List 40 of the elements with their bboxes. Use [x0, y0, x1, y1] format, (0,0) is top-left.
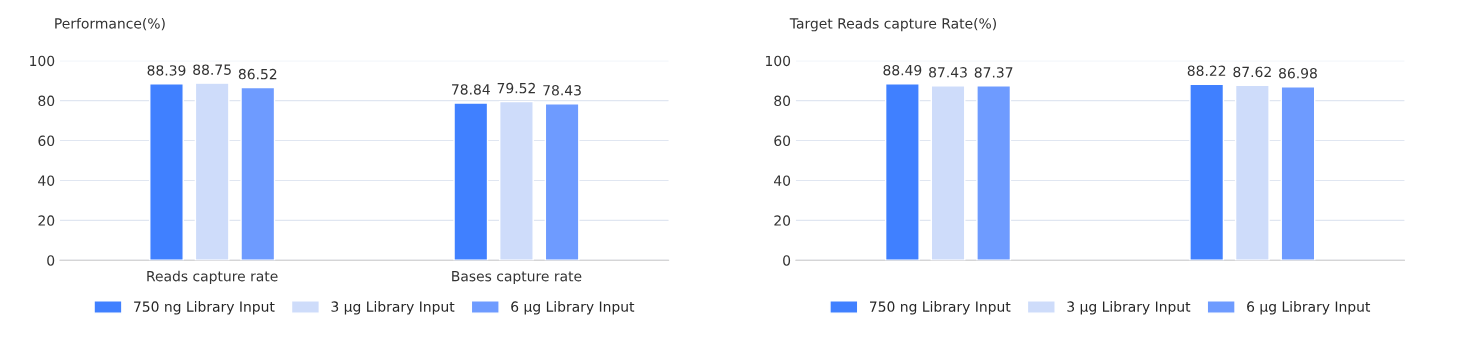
chart-title: Target Reads capture Rate(%) — [789, 17, 996, 32]
y-tick-label: 100 — [766, 55, 791, 67]
legend-label: 3 μg Library Input — [331, 301, 455, 315]
bar — [453, 102, 489, 261]
bar — [240, 86, 276, 261]
bar — [544, 103, 580, 261]
data-label: 88.75 — [193, 64, 231, 75]
data-label: 87.43 — [929, 67, 967, 78]
legend-label: 3 μg Library Input — [1067, 301, 1191, 315]
legend-label: 6 μg Library Input — [511, 301, 635, 315]
data-label: 86.98 — [1279, 67, 1317, 79]
data-label: 88.22 — [1187, 65, 1226, 76]
bar — [194, 82, 230, 261]
data-label: 88.39 — [147, 65, 186, 76]
legend-label: 750 ng Library Input — [869, 301, 1011, 315]
legend-label: 750 ng Library Input — [134, 301, 275, 315]
y-tick-label: 0 — [783, 255, 791, 266]
data-label: 86.52 — [238, 68, 277, 80]
x-tick-label: Reads capture rate — [147, 270, 278, 285]
data-label: 79.52 — [497, 82, 535, 94]
data-label: 78.43 — [543, 85, 581, 96]
y-tick-label: 40 — [38, 175, 55, 186]
data-label: 88.49 — [883, 64, 922, 76]
y-tick-label: 40 — [774, 175, 791, 186]
legend-label: 6 μg Library Input — [1247, 301, 1371, 315]
y-tick-label: 20 — [38, 215, 55, 226]
chart-title: Performance(%) — [55, 17, 165, 31]
y-tick-label: 80 — [38, 95, 55, 107]
y-tick-label: 100 — [30, 55, 55, 67]
y-tick-label: 60 — [774, 135, 791, 147]
y-tick-label: 60 — [38, 135, 55, 147]
y-tick-label: 20 — [774, 215, 791, 226]
data-label: 78.84 — [452, 84, 490, 95]
bar — [499, 100, 534, 261]
data-label: 87.62 — [1233, 66, 1271, 78]
y-tick-label: 0 — [47, 255, 55, 266]
y-tick-label: 80 — [774, 95, 791, 107]
bar — [149, 83, 184, 261]
x-tick-label: Bases capture rate — [452, 271, 582, 285]
data-label: 87.37 — [974, 67, 1013, 78]
